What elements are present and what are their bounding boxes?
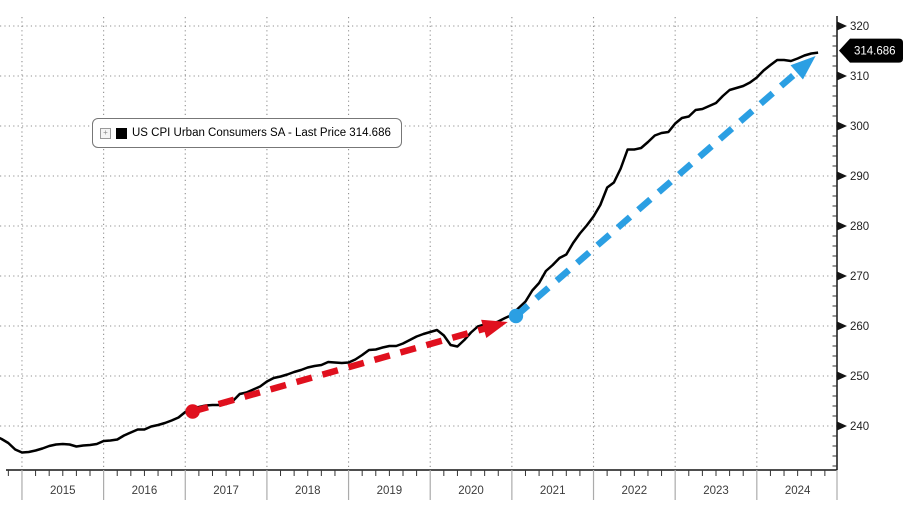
y-tick-arrow-icon [837, 421, 847, 431]
x-year-label: 2022 [622, 485, 648, 497]
x-year-label: 2023 [703, 485, 729, 497]
x-year-label: 2019 [377, 485, 403, 497]
last-price-tag-label: 314.686 [854, 46, 896, 58]
y-tick-arrow-icon [837, 71, 847, 81]
y-tick-label: 280 [850, 221, 869, 233]
y-tick-arrow-icon [837, 271, 847, 281]
x-year-label: 2018 [295, 485, 321, 497]
post-covid-trend-arrow-start-dot-icon [508, 308, 524, 324]
gridlines [0, 17, 837, 470]
cpi-price-line [0, 51, 819, 454]
pre-covid-trend-arrow [185, 319, 508, 419]
last-price-tag [839, 38, 903, 63]
x-year-label: 2017 [213, 485, 239, 497]
x-year-label: 2020 [458, 485, 484, 497]
y-tick-arrow-icon [837, 321, 847, 331]
series-swatch-icon [116, 127, 127, 139]
y-tick-arrow-icon [837, 221, 847, 231]
pre-covid-trend-arrow-start-dot-icon [185, 404, 200, 419]
y-tick-arrow-icon [837, 171, 847, 181]
y-tick-arrow-icon [837, 21, 847, 31]
y-tick-label: 300 [850, 121, 869, 133]
pre-covid-trend-arrow-head-icon [481, 319, 508, 338]
y-tick-label: 240 [850, 421, 869, 433]
post-covid-trend-arrow-head-icon [790, 56, 816, 80]
x-year-label: 2021 [540, 485, 566, 497]
y-tick-label: 290 [850, 171, 869, 183]
post-covid-trend-arrow-dashed-line [513, 65, 804, 319]
y-tick-label: 310 [850, 71, 869, 83]
y-tick-label: 250 [850, 371, 869, 383]
y-tick-label: 260 [850, 321, 869, 333]
x-year-label: 2015 [50, 485, 76, 497]
y-tick-arrow-icon [837, 371, 847, 381]
x-year-label: 2016 [132, 485, 158, 497]
post-covid-trend-arrow [508, 56, 816, 324]
series-legend[interactable]: + US CPI Urban Consumers SA - Last Price… [92, 118, 402, 148]
x-year-label: 2024 [785, 485, 811, 497]
y-tick-label: 320 [850, 21, 869, 33]
y-tick-arrow-icon [837, 121, 847, 131]
y-tick-label: 270 [850, 271, 869, 283]
pre-covid-trend-arrow-dashed-line [191, 324, 491, 415]
legend-label: US CPI Urban Consumers SA - Last Price 3… [132, 127, 391, 139]
legend-expand-icon[interactable]: + [100, 127, 111, 139]
